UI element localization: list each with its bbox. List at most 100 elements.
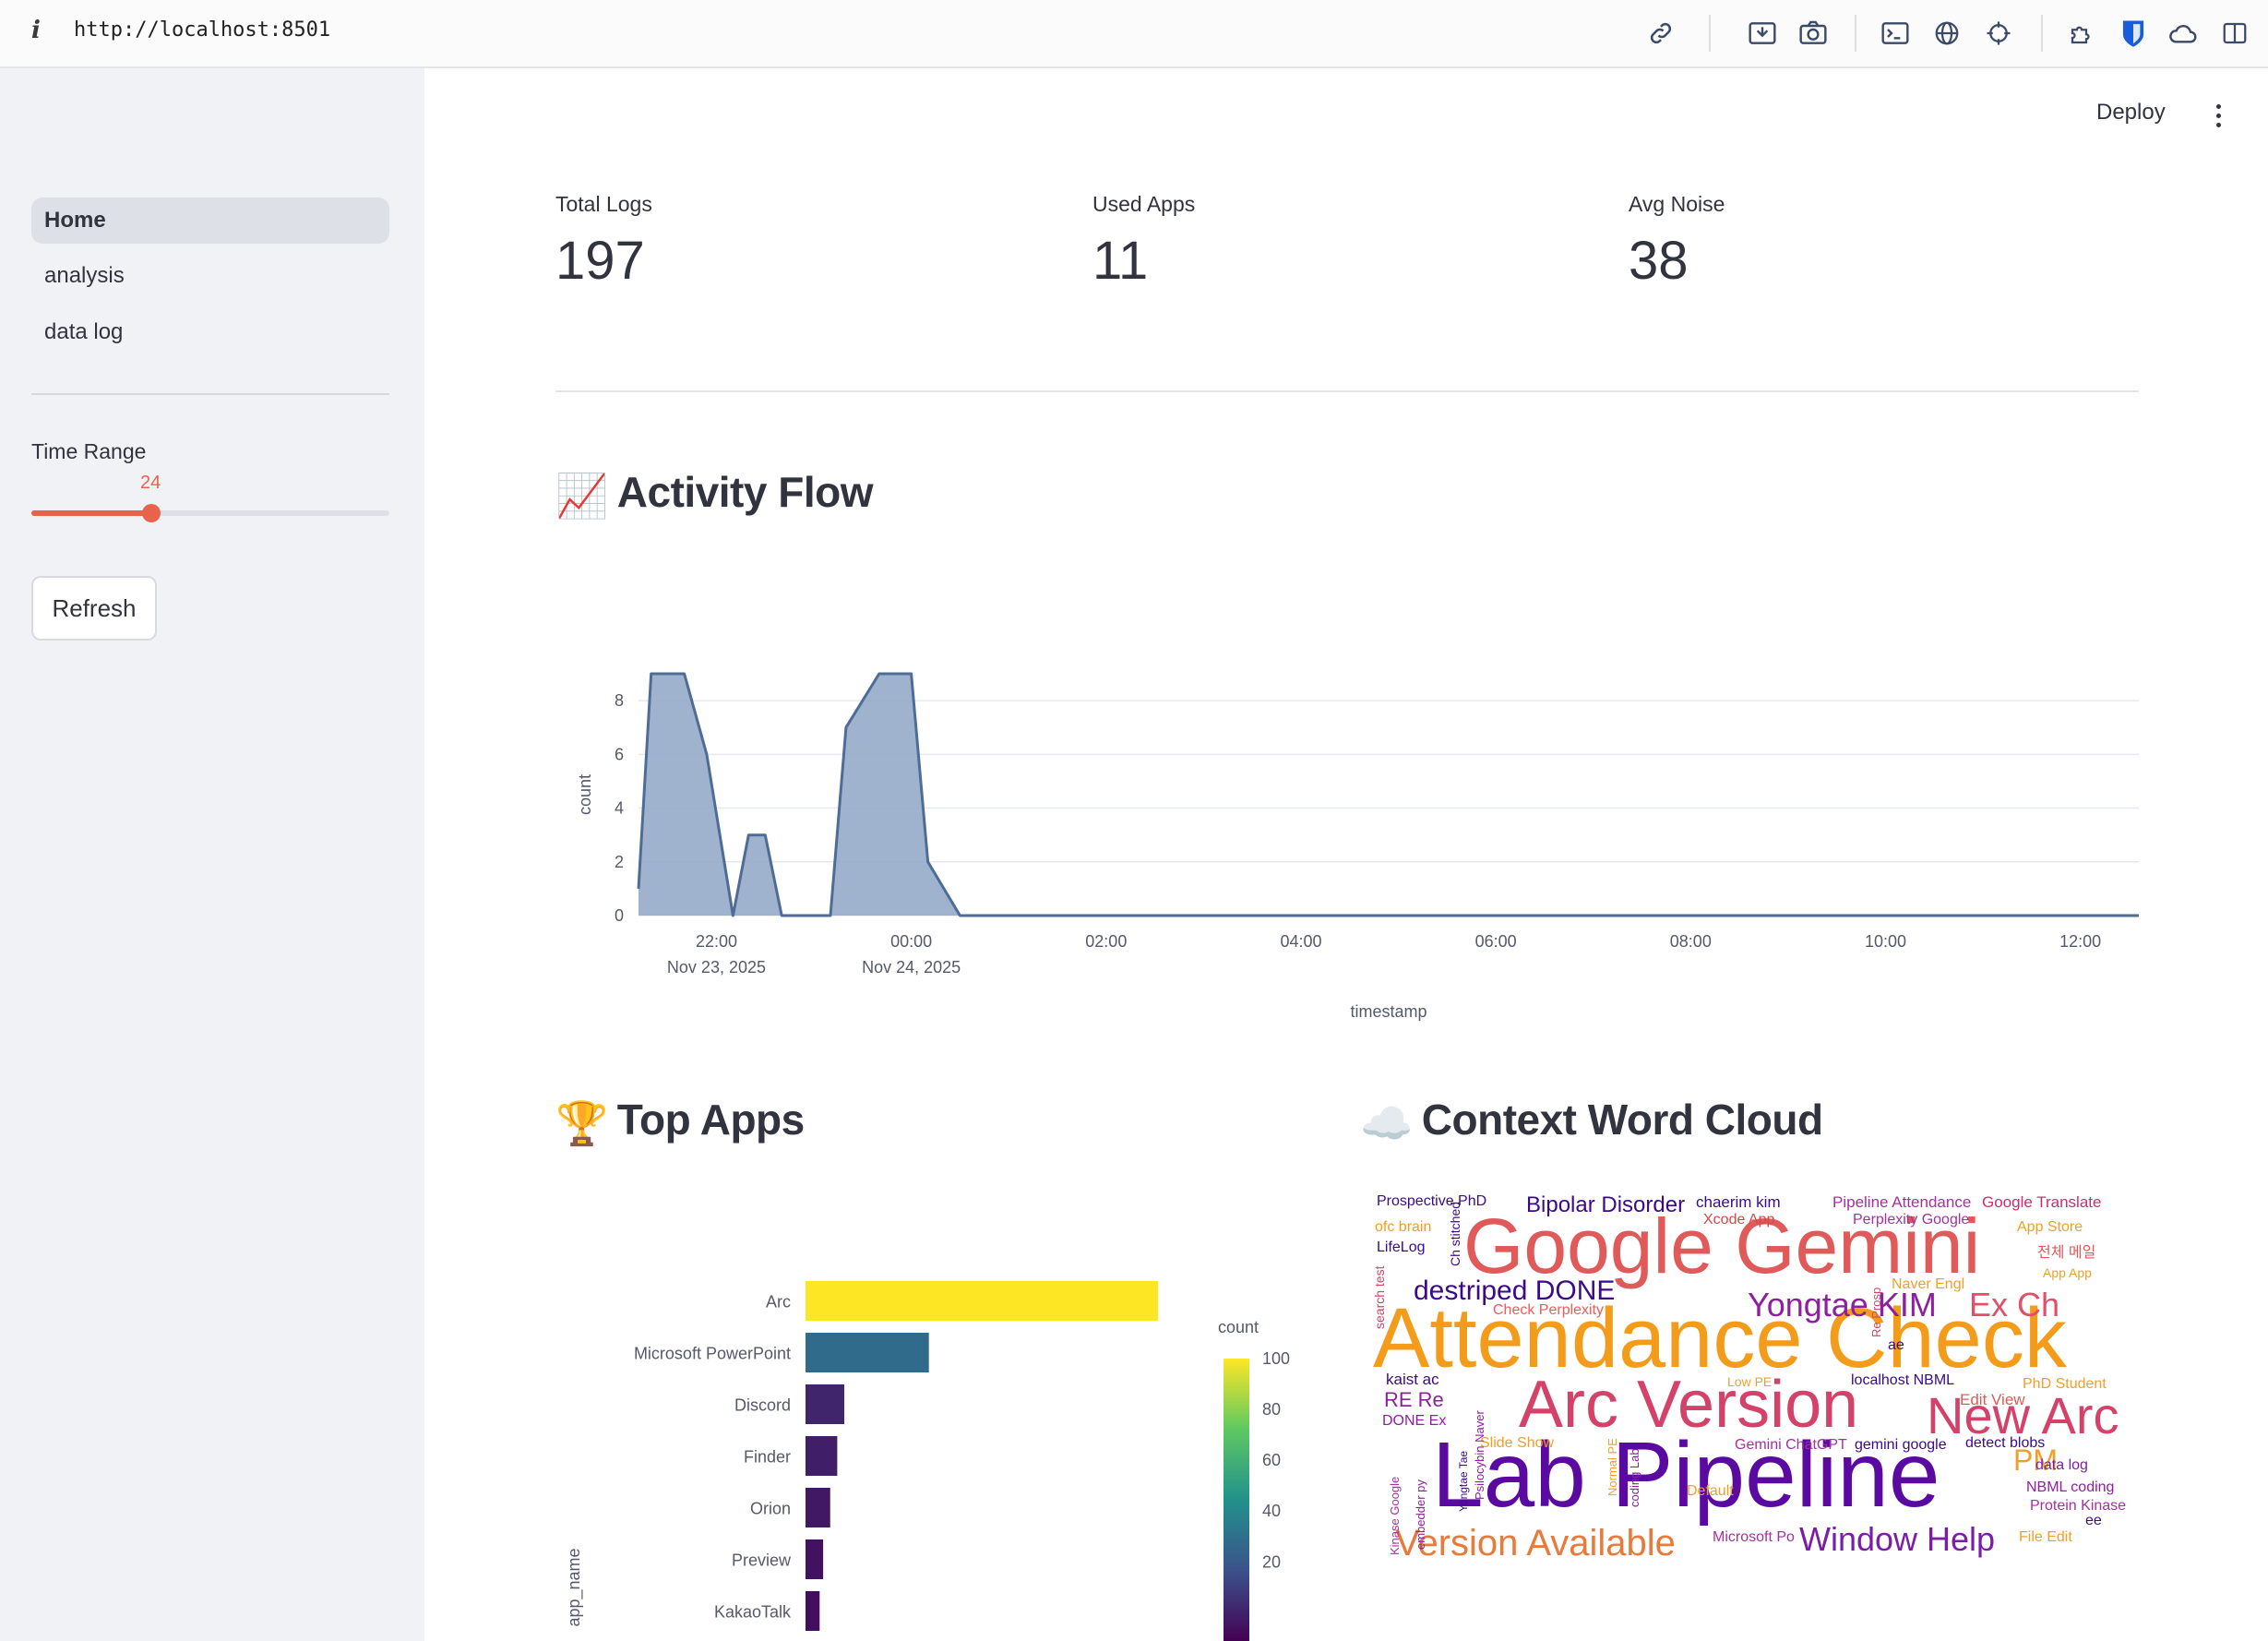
word-cloud-word: Slide Show xyxy=(1480,1435,1555,1451)
info-icon[interactable]: i xyxy=(31,17,41,44)
word-cloud-word: Pipeline Attendance xyxy=(1832,1193,1972,1211)
word-cloud-word: gemini google xyxy=(1855,1437,1947,1453)
colorbar-tick-label: 100 xyxy=(1262,1349,1290,1368)
terminal-icon[interactable] xyxy=(1877,15,1914,52)
x-tick-label: 04:00 xyxy=(1280,932,1321,951)
y-tick-label: 8 xyxy=(615,691,624,710)
sidebar-item-data-log[interactable]: data log xyxy=(44,319,124,344)
y-tick-label: 0 xyxy=(615,906,624,925)
sidebar-toggle-icon[interactable] xyxy=(2216,15,2253,52)
word-cloud-word: Yongtae Tae xyxy=(1457,1450,1470,1512)
word-cloud-word: Google Translate xyxy=(1982,1193,2102,1211)
cloud-icon[interactable] xyxy=(2165,15,2202,52)
main-divider xyxy=(555,390,2139,392)
word-cloud-word: App App xyxy=(2043,1265,2092,1280)
word-cloud-word: Kinase Google xyxy=(1388,1476,1402,1555)
colorbar xyxy=(1224,1359,1249,1641)
time-range-slider[interactable] xyxy=(31,510,389,516)
deploy-button[interactable]: Deploy xyxy=(2096,100,2166,125)
word-cloud-word: 전체 메일 xyxy=(2037,1245,2096,1261)
colorbar-tick-label: 80 xyxy=(1262,1400,1281,1419)
word-cloud-heading: ☁️ Context Word Cloud xyxy=(1360,1095,1823,1149)
x-axis-title: timestamp xyxy=(1350,1002,1426,1021)
word-cloud-word: Check Perplexity xyxy=(1493,1302,1605,1318)
word-cloud-word: Bipolar Disorder xyxy=(1526,1192,1686,1217)
word-cloud-word: LifeLog xyxy=(1377,1240,1426,1255)
bar-category-label: Preview xyxy=(732,1551,792,1570)
metric-value: 38 xyxy=(1629,231,1689,291)
word-cloud-word: Prospective PhD xyxy=(1377,1193,1487,1209)
metric-label: Used Apps xyxy=(1092,192,1196,216)
slider-fill xyxy=(31,510,151,516)
refresh-button[interactable]: Refresh xyxy=(31,576,157,641)
word-cloud-word: New Arc xyxy=(1927,1386,2119,1444)
bitwarden-icon[interactable] xyxy=(2115,15,2152,52)
bar xyxy=(806,1281,1158,1321)
address-bar[interactable]: http://localhost:8501 xyxy=(74,18,331,42)
word-cloud-word: detect blobs xyxy=(1965,1435,2046,1451)
word-cloud-word: Gemini ChatGPT xyxy=(1735,1437,1847,1453)
bar-category-label: Orion xyxy=(750,1500,791,1518)
word-cloud-word: App Store xyxy=(2017,1219,2083,1235)
word-cloud-word: destriped DONE xyxy=(1414,1276,1616,1306)
word-cloud-image: Attendance Check Google Gemini Lab Pipelin… xyxy=(1373,1187,2126,1563)
y-tick-label: 2 xyxy=(615,853,624,871)
screenshot-icon[interactable] xyxy=(1744,15,1781,52)
activity-flow-title: Activity Flow xyxy=(616,468,874,516)
word-cloud-word: Arc Version xyxy=(1519,1368,1859,1442)
sidebar: Home analysis data log Time Range 24 Ref… xyxy=(0,68,424,1641)
word-cloud-word: ae xyxy=(1888,1337,1904,1353)
camera-icon[interactable] xyxy=(1795,15,1832,52)
activity-flow-heading: 📈 Activity Flow xyxy=(555,467,874,521)
bar-category-label: KakaoTalk xyxy=(714,1603,792,1622)
word-cloud-word: Default xyxy=(1687,1483,1734,1499)
bar xyxy=(806,1488,830,1527)
word-cloud-word: Ch stitched xyxy=(1448,1201,1462,1266)
sidebar-item-home[interactable]: Home xyxy=(31,198,389,244)
bar xyxy=(806,1333,929,1372)
word-cloud-word: Yongtae KIM xyxy=(1748,1286,1937,1324)
slider-thumb[interactable] xyxy=(142,504,161,522)
x-tick-sublabel: Nov 23, 2025 xyxy=(667,958,766,976)
kebab-menu-icon[interactable] xyxy=(2213,102,2224,129)
word-cloud-word: Google Gemini xyxy=(1463,1203,1981,1289)
crosshair-icon[interactable] xyxy=(1980,15,2017,52)
trophy-emoji-icon: 🏆 xyxy=(555,1099,608,1147)
area-fill xyxy=(639,674,2139,916)
word-cloud-word: search test xyxy=(1373,1265,1387,1329)
word-cloud-word: Xcode App xyxy=(1703,1212,1775,1228)
link-icon[interactable] xyxy=(1642,15,1679,52)
metric-value: 11 xyxy=(1092,231,1149,291)
bar-category-label: Finder xyxy=(744,1448,791,1467)
word-cloud-word: NBML coding xyxy=(2026,1479,2115,1495)
x-tick-label: 08:00 xyxy=(1670,932,1712,951)
metric-value: 197 xyxy=(555,231,645,291)
word-cloud-word: PM xyxy=(2013,1443,2058,1477)
x-tick-label: 10:00 xyxy=(1865,932,1906,951)
word-cloud-word: Window Help xyxy=(1799,1520,1996,1558)
word-cloud-word: Lab Pipeline xyxy=(1432,1423,1940,1527)
colorbar-tick-label: 40 xyxy=(1262,1502,1281,1520)
area-series-line xyxy=(637,672,2139,917)
bar xyxy=(806,1591,820,1631)
bar-category-label: Discord xyxy=(734,1396,791,1415)
word-cloud-word: ee xyxy=(2085,1513,2102,1528)
word-cloud-word: Attendance Check xyxy=(1373,1291,2067,1385)
word-cloud-word: data log xyxy=(2035,1457,2088,1473)
word-cloud-word: RE Re xyxy=(1384,1388,1444,1411)
word-cloud-word: Re Prosp xyxy=(1869,1287,1883,1337)
top-apps-chart[interactable]: Arc Microsoft PowerPoint Discord Finder Orio… xyxy=(554,1255,1310,1641)
word-cloud-word: DONE Ex xyxy=(1382,1413,1447,1429)
word-cloud-word: File Edit xyxy=(2019,1529,2072,1545)
word-cloud-title: Context Word Cloud xyxy=(1421,1096,1823,1144)
x-tick-label: 22:00 xyxy=(696,932,737,951)
metric-label: Total Logs xyxy=(555,192,652,216)
chart-emoji-icon: 📈 xyxy=(555,472,608,520)
sidebar-item-analysis[interactable]: analysis xyxy=(44,263,125,288)
globe-icon[interactable] xyxy=(1928,15,1965,52)
activity-flow-chart[interactable]: 0 2 4 6 8 22:00 Nov 23, 2025 00:00 Nov 24, 2025 0… xyxy=(554,637,2150,1024)
time-range-value: 24 xyxy=(140,473,161,493)
metric-avg-noise: Avg Noise 38 xyxy=(1629,192,2145,292)
metric-label: Avg Noise xyxy=(1629,192,1725,216)
extension-icon[interactable] xyxy=(2063,15,2100,52)
